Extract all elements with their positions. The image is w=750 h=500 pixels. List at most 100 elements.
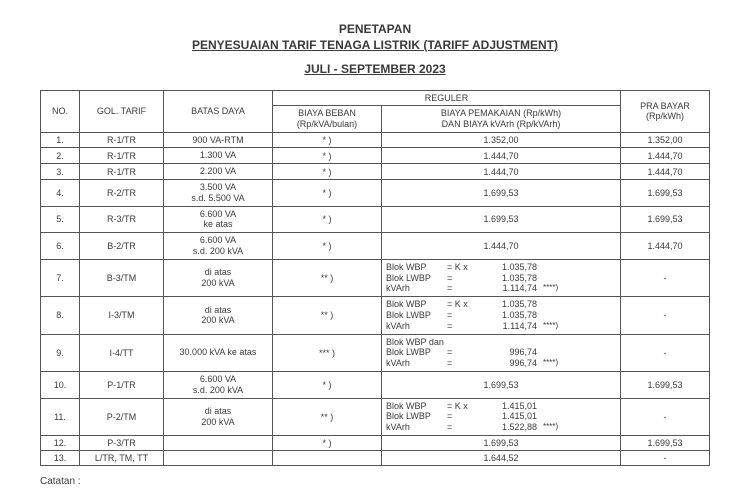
cell-daya: 6.600 VAs.d. 200 kVA [164,233,273,260]
cell-pra: 1.699,53 [621,435,710,450]
cell-daya: 3.500 VAs.d. 5.500 VA [164,179,273,206]
table-row: 7.B-3/TMdi atas200 kVA** )Blok WBP= K x1… [41,259,710,296]
table-row: 3.R-1/TR2.200 VA* )1.444,701.444,70 [41,164,710,180]
cell-daya: di atas200 kVA [164,259,273,296]
cell-pra: - [621,297,710,334]
cell-daya: 30.000 kVA ke atas [164,334,273,371]
cell-gol: P-2/TM [80,398,164,435]
cell-pra: - [621,334,710,371]
cell-beban: * ) [273,435,382,450]
cell-beban: * ) [273,371,382,398]
cell-usage: 1.444,70 [382,148,621,164]
cell-no: 13. [41,450,80,465]
cell-pra: 1.444,70 [621,164,710,180]
cell-pra: 1.444,70 [621,148,710,164]
cell-no: 1. [41,132,80,148]
document-page: PENETAPAN PENYESUAIAN TARIF TENAGA LISTR… [0,0,750,487]
cell-gol: R-1/TR [80,132,164,148]
cell-gol: R-1/TR [80,164,164,180]
cell-daya: 900 VA-RTM [164,132,273,148]
cell-usage: 1.699,53 [382,371,621,398]
cell-usage: Blok WBP= K x1.415,01Blok LWBP=1.415,01k… [382,398,621,435]
cell-daya: di atas200 kVA [164,297,273,334]
cell-no: 4. [41,179,80,206]
cell-no: 3. [41,164,80,180]
cell-beban: ** ) [273,297,382,334]
col-daya-header: BATAS DAYA [164,91,273,133]
cell-usage: 1.699,53 [382,206,621,233]
cell-gol: P-3/TR [80,435,164,450]
cell-usage: Blok WBP= K x1.035,78Blok LWBP=1.035,78k… [382,297,621,334]
col-pakai-header: BIAYA PEMAKAIAN (Rp/kWh)DAN BIAYA kVArh … [382,106,621,133]
cell-beban: * ) [273,132,382,148]
cell-no: 10. [41,371,80,398]
cell-pra: 1.352,00 [621,132,710,148]
cell-beban: ** ) [273,259,382,296]
cell-no: 8. [41,297,80,334]
cell-usage: 1.699,53 [382,435,621,450]
cell-daya: 6.600 VAs.d. 200 kVA [164,371,273,398]
document-header: PENETAPAN PENYESUAIAN TARIF TENAGA LISTR… [40,22,710,76]
cell-usage: 1.352,00 [382,132,621,148]
cell-beban: * ) [273,164,382,180]
table-row: 5.R-3/TR6.600 VAke atas* )1.699,531.699,… [41,206,710,233]
cell-daya: 2.200 VA [164,164,273,180]
table-row: 4.R-2/TR3.500 VAs.d. 5.500 VA* )1.699,53… [41,179,710,206]
cell-gol: R-1/TR [80,148,164,164]
cell-daya: 1.300 VA [164,148,273,164]
cell-usage: 1.644,52 [382,450,621,465]
cell-no: 12. [41,435,80,450]
cell-gol: R-3/TR [80,206,164,233]
title-line-1: PENETAPAN [40,22,710,36]
cell-daya: di atas200 kVA [164,398,273,435]
cell-gol: I-3/TM [80,297,164,334]
col-no-header: NO. [41,91,80,133]
cell-beban: * ) [273,233,382,260]
cell-beban: *** ) [273,334,382,371]
cell-gol: L/TR, TM, TT [80,450,164,465]
cell-pra: 1.699,53 [621,206,710,233]
cell-daya [164,450,273,465]
col-reguler-header: REGULER [273,91,621,106]
cell-no: 9. [41,334,80,371]
cell-usage: Blok WBP= K x1.035,78Blok LWBP=1.035,78k… [382,259,621,296]
col-gol-header: GOL. TARIF [80,91,164,133]
cell-pra: 1.444,70 [621,233,710,260]
cell-usage: Blok WBP danBlok LWBP=996,74kVArh=996,74… [382,334,621,371]
col-pra-header: PRA BAYAR(Rp/kWh) [621,91,710,133]
tariff-body: 1.R-1/TR900 VA-RTM* )1.352,001.352,002.R… [41,132,710,465]
tariff-table: NO. GOL. TARIF BATAS DAYA REGULER PRA BA… [40,90,710,466]
cell-pra: - [621,259,710,296]
cell-pra: - [621,398,710,435]
cell-daya: 6.600 VAke atas [164,206,273,233]
table-row: 13.L/TR, TM, TT 1.644,52- [41,450,710,465]
cell-no: 11. [41,398,80,435]
cell-beban [273,450,382,465]
cell-usage: 1.444,70 [382,233,621,260]
table-row: 6.B-2/TR6.600 VAs.d. 200 kVA* )1.444,701… [41,233,710,260]
cell-daya [164,435,273,450]
col-beban-header: BIAYA BEBAN(Rp/kVA/bulan) [273,106,382,133]
cell-no: 6. [41,233,80,260]
table-row: 8.I-3/TMdi atas200 kVA** )Blok WBP= K x1… [41,297,710,334]
cell-pra: 1.699,53 [621,371,710,398]
cell-no: 5. [41,206,80,233]
cell-gol: I-4/TT [80,334,164,371]
cell-gol: B-2/TR [80,233,164,260]
cell-beban: * ) [273,148,382,164]
table-row: 2.R-1/TR1.300 VA* )1.444,701.444,70 [41,148,710,164]
cell-pra: - [621,450,710,465]
table-row: 1.R-1/TR900 VA-RTM* )1.352,001.352,00 [41,132,710,148]
cell-gol: B-3/TM [80,259,164,296]
cell-no: 7. [41,259,80,296]
cell-beban: * ) [273,206,382,233]
table-row: 10.P-1/TR6.600 VAs.d. 200 kVA* )1.699,53… [41,371,710,398]
cell-pra: 1.699,53 [621,179,710,206]
cell-gol: P-1/TR [80,371,164,398]
table-row: 12.P-3/TR* )1.699,531.699,53 [41,435,710,450]
cell-beban: ** ) [273,398,382,435]
catatan-label: Catatan : [40,476,710,487]
table-row: 11.P-2/TMdi atas200 kVA** )Blok WBP= K x… [41,398,710,435]
cell-usage: 1.444,70 [382,164,621,180]
cell-usage: 1.699,53 [382,179,621,206]
